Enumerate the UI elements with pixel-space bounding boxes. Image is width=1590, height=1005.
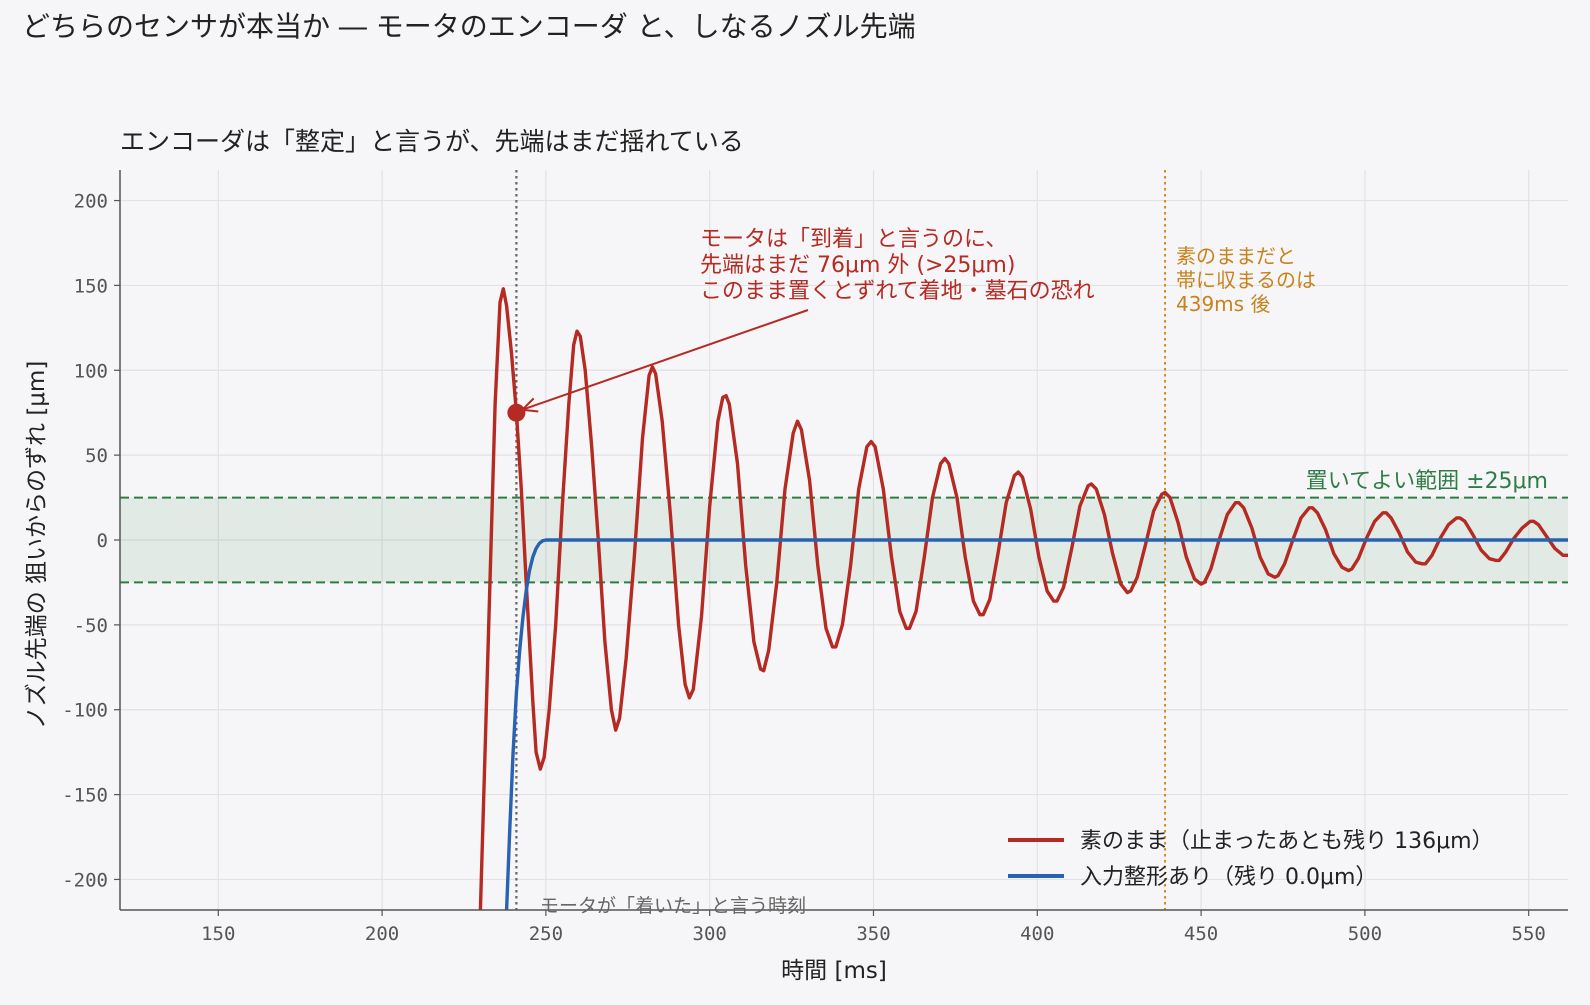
series-line-shaped (504, 538, 1568, 911)
x-tick-label: 550 (1512, 923, 1546, 945)
y-tick-label: 200 (74, 191, 108, 213)
y-axis-label: ノズル先端の 狙いからのずれ [μm] (24, 361, 50, 730)
y-axis-ticks: 200 150 100 50 0 -50 -100 -150 -200 (62, 191, 120, 891)
legend: 素のまま（止まったあとも残り 136μm） 入力整形あり（残り 0.0μm） (1008, 829, 1494, 890)
x-tick-label: 450 (1184, 923, 1218, 945)
x-tick-label: 400 (1020, 923, 1054, 945)
encoder-annotation-line-2: 先端はまだ 76μm 外 (>25μm) (700, 253, 1015, 278)
x-axis-label: 時間 [ms] (781, 958, 887, 984)
x-tick-label: 200 (365, 923, 399, 945)
y-tick-label: 50 (85, 445, 108, 467)
x-tick-label: 300 (693, 923, 727, 945)
encoder-settle-point (507, 403, 526, 422)
settle-annotation-line-2: 帯に収まるのは (1176, 268, 1316, 292)
y-tick-label: -200 (62, 869, 108, 891)
x-tick-label: 350 (856, 923, 890, 945)
x-tick-label: 250 (529, 923, 563, 945)
annotation-arrow (522, 309, 809, 411)
chart-subtitle: エンコーダは「整定」と言うが、先端はまだ揺れている (120, 127, 744, 156)
motor-arrival-label: モータが「着いた」と言う時刻 (540, 895, 806, 917)
settle-annotation-line-3: 439ms 後 (1176, 292, 1270, 316)
y-tick-label: -50 (74, 615, 108, 637)
tolerance-band-label: 置いてよい範囲 ±25μm (1306, 469, 1548, 494)
series-lines (478, 287, 1568, 911)
chart-title: どちらのセンサが本当か ― モータのエンコーダ と、しなるノズル先端 (22, 10, 916, 43)
y-tick-label: 150 (74, 275, 108, 297)
y-tick-label: -100 (62, 700, 108, 722)
y-tick-label: 0 (97, 530, 108, 552)
x-axis-ticks: 150 200 250 300 350 400 450 500 550 (201, 910, 1546, 945)
x-tick-label: 150 (201, 923, 235, 945)
y-tick-label: 100 (74, 360, 108, 382)
encoder-annotation-line-1: モータは「到着」と言うのに、 (700, 227, 1007, 252)
legend-label-raw: 素のまま（止まったあとも残り 136μm） (1080, 829, 1494, 854)
legend-label-shaped: 入力整形あり（残り 0.0μm） (1080, 865, 1377, 890)
y-tick-label: -150 (62, 785, 108, 807)
settle-annotation-line-1: 素のままだと (1176, 244, 1296, 268)
x-tick-label: 500 (1348, 923, 1382, 945)
encoder-annotation-line-3: このまま置くとずれて着地・墓石の恐れ (700, 279, 1095, 304)
series-line-raw (478, 287, 1568, 911)
